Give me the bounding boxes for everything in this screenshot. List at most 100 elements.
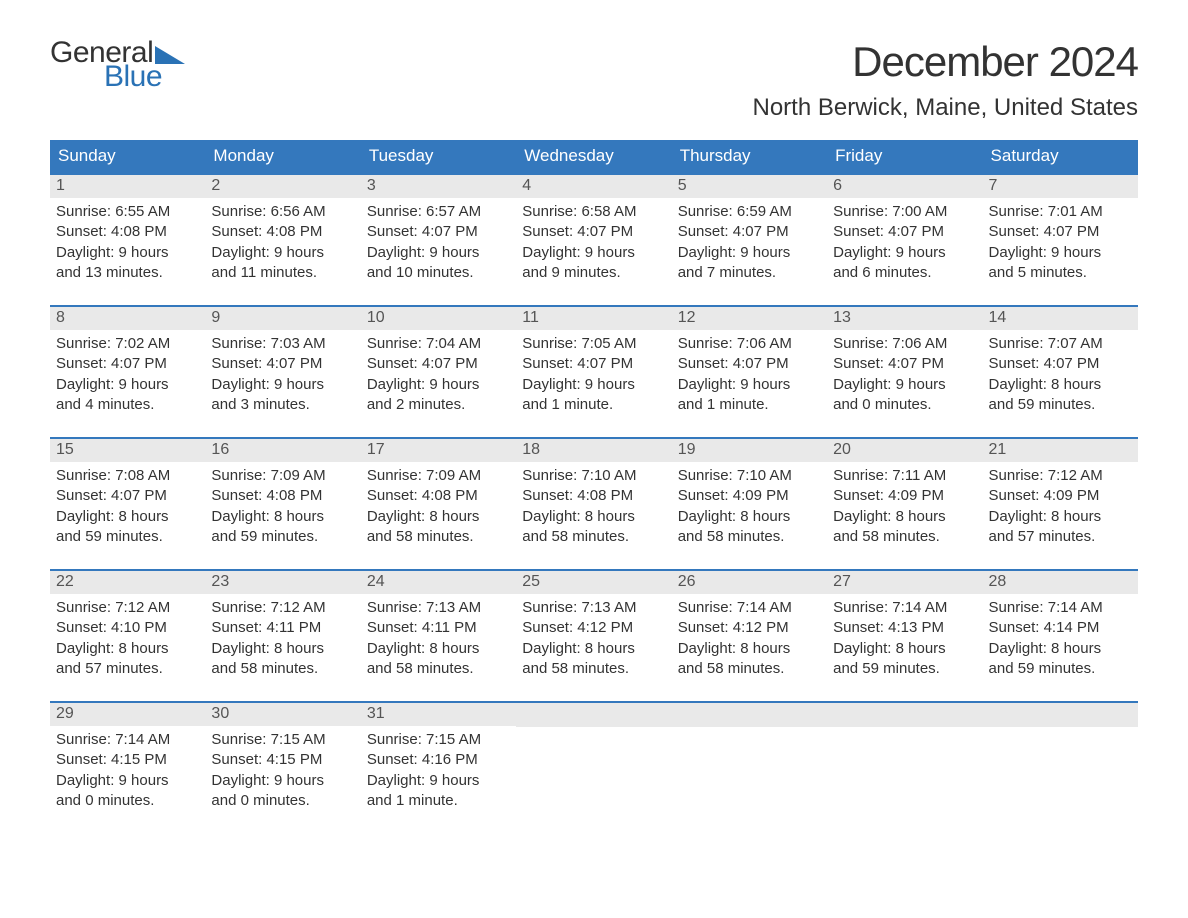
day-body: Sunrise: 7:07 AMSunset: 4:07 PMDaylight:… [983,330,1138,415]
day-cell: 10 Sunrise: 7:04 AMSunset: 4:07 PMDayligh… [361,307,516,421]
day-number-row: 21 [983,439,1138,462]
day-number-row: 8 [50,307,205,330]
day-number-row: 11 [516,307,671,330]
day-number: 10 [367,309,385,326]
day-body: Sunrise: 7:14 AMSunset: 4:12 PMDaylight:… [672,594,827,679]
day-cell: 7Sunrise: 7:01 AMSunset: 4:07 PMDaylight… [983,175,1138,289]
day-body: Sunrise: 7:09 AMSunset: 4:08 PMDaylight:… [205,462,360,547]
day-body: Sunrise: 6:55 AMSunset: 4:08 PMDaylight:… [50,198,205,283]
day-cell: 16 Sunrise: 7:09 AMSunset: 4:08 PMDayligh… [205,439,360,553]
day-cell [516,703,671,817]
week-row: 22Sunrise: 7:12 AMSunset: 4:10 PMDayligh… [50,569,1138,685]
day-number-row: 19 [672,439,827,462]
day-number: 18 [522,441,540,458]
title-block: December 2024 North Berwick, Maine, Unit… [753,38,1139,122]
day-number: 11 [522,309,539,326]
day-body: Sunrise: 7:06 AMSunset: 4:07 PMDaylight:… [672,330,827,415]
day-cell: 30 Sunrise: 7:15 AMSunset: 4:15 PMDayligh… [205,703,360,817]
day-body: Sunrise: 7:15 AMSunset: 4:15 PMDaylight:… [205,726,360,811]
day-number-row: 7 [983,175,1138,198]
day-number: 9 [211,309,220,326]
day-number-row: 31 [361,703,516,726]
day-cell: 20Sunrise: 7:11 AMSunset: 4:09 PMDayligh… [827,439,982,553]
day-number: 3 [367,177,376,194]
day-cell: 25Sunrise: 7:13 AMSunset: 4:12 PMDayligh… [516,571,671,685]
day-body: Sunrise: 7:13 AMSunset: 4:12 PMDaylight:… [516,594,671,679]
day-body: Sunrise: 7:03 AMSunset: 4:07 PMDaylight:… [205,330,360,415]
weekday-cell: Friday [827,140,982,173]
day-cell [983,703,1138,817]
day-cell [672,703,827,817]
day-number: 26 [678,573,696,590]
day-cell: 1 Sunrise: 6:55 AMSunset: 4:08 PMDaylight… [50,175,205,289]
day-cell: 12 Sunrise: 7:06 AMSunset: 4:07 PMDayligh… [672,307,827,421]
week-row: 8Sunrise: 7:02 AMSunset: 4:07 PMDaylight… [50,305,1138,421]
day-number-row [983,703,1138,727]
day-cell: 21Sunrise: 7:12 AMSunset: 4:09 PMDayligh… [983,439,1138,553]
day-body: Sunrise: 7:15 AMSunset: 4:16 PMDaylight:… [361,726,516,811]
weekday-cell: Wednesday [516,140,671,173]
day-cell: 3Sunrise: 6:57 AMSunset: 4:07 PMDaylight… [361,175,516,289]
day-body: Sunrise: 6:56 AMSunset: 4:08 PMDaylight:… [205,198,360,283]
day-number-row: 29 [50,703,205,726]
day-body: Sunrise: 6:58 AMSunset: 4:07 PMDaylight:… [516,198,671,283]
week-row: 15Sunrise: 7:08 AMSunset: 4:07 PMDayligh… [50,437,1138,553]
day-cell: 28Sunrise: 7:14 AMSunset: 4:14 PMDayligh… [983,571,1138,685]
day-number-row: 2 [205,175,360,198]
day-number-row: 15 [50,439,205,462]
day-cell: 11 Sunrise: 7:05 AMSunset: 4:07 PMDayligh… [516,307,671,421]
day-number: 20 [833,441,851,458]
day-cell: 29Sunrise: 7:14 AMSunset: 4:15 PMDayligh… [50,703,205,817]
day-number: 6 [833,177,842,194]
day-cell: 23 Sunrise: 7:12 AMSunset: 4:11 PMDayligh… [205,571,360,685]
day-cell: 13Sunrise: 7:06 AMSunset: 4:07 PMDayligh… [827,307,982,421]
day-number: 12 [678,309,696,326]
weekday-header-row: SundayMondayTuesdayWednesdayThursdayFrid… [50,140,1138,173]
day-number-row: 20 [827,439,982,462]
day-cell: 2Sunrise: 6:56 AMSunset: 4:08 PMDaylight… [205,175,360,289]
day-number-row: 4 [516,175,671,198]
day-number: 22 [56,573,74,590]
day-number-row: 24 [361,571,516,594]
day-number: 30 [211,705,229,722]
week-row: 1 Sunrise: 6:55 AMSunset: 4:08 PMDaylight… [50,173,1138,289]
day-number-row: 27 [827,571,982,594]
day-body: Sunrise: 7:14 AMSunset: 4:13 PMDaylight:… [827,594,982,679]
day-cell: 19Sunrise: 7:10 AMSunset: 4:09 PMDayligh… [672,439,827,553]
day-number-row [827,703,982,727]
day-cell: 22Sunrise: 7:12 AMSunset: 4:10 PMDayligh… [50,571,205,685]
day-cell: 17Sunrise: 7:09 AMSunset: 4:08 PMDayligh… [361,439,516,553]
day-number-row: 23 [205,571,360,594]
day-number: 24 [367,573,385,590]
day-body: Sunrise: 7:12 AMSunset: 4:11 PMDaylight:… [205,594,360,679]
day-body: Sunrise: 7:08 AMSunset: 4:07 PMDaylight:… [50,462,205,547]
day-number: 31 [367,705,385,722]
day-number-row: 26 [672,571,827,594]
day-number-row [516,703,671,727]
day-cell: 26 Sunrise: 7:14 AMSunset: 4:12 PMDayligh… [672,571,827,685]
day-cell: 18Sunrise: 7:10 AMSunset: 4:08 PMDayligh… [516,439,671,553]
day-cell: 31 Sunrise: 7:15 AMSunset: 4:16 PMDayligh… [361,703,516,817]
day-number: 7 [989,177,998,194]
location: North Berwick, Maine, United States [753,94,1139,122]
day-body: Sunrise: 7:14 AMSunset: 4:15 PMDaylight:… [50,726,205,811]
day-body: Sunrise: 7:05 AMSunset: 4:07 PMDaylight:… [516,330,671,415]
day-body: Sunrise: 7:06 AMSunset: 4:07 PMDaylight:… [827,330,982,415]
day-number-row: 30 [205,703,360,726]
day-number: 16 [211,441,229,458]
day-number: 23 [211,573,229,590]
month-title: December 2024 [753,38,1139,86]
day-cell: 8Sunrise: 7:02 AMSunset: 4:07 PMDaylight… [50,307,205,421]
weekday-cell: Tuesday [361,140,516,173]
day-cell: 4Sunrise: 6:58 AMSunset: 4:07 PMDaylight… [516,175,671,289]
day-body: Sunrise: 7:09 AMSunset: 4:08 PMDaylight:… [361,462,516,547]
day-number: 28 [989,573,1007,590]
day-number: 1 [56,177,65,194]
day-number-row: 28 [983,571,1138,594]
day-number-row: 10 [361,307,516,330]
day-number-row: 22 [50,571,205,594]
day-number-row: 12 [672,307,827,330]
day-body: Sunrise: 7:04 AMSunset: 4:07 PMDaylight:… [361,330,516,415]
day-number-row: 17 [361,439,516,462]
calendar: SundayMondayTuesdayWednesdayThursdayFrid… [50,140,1138,817]
